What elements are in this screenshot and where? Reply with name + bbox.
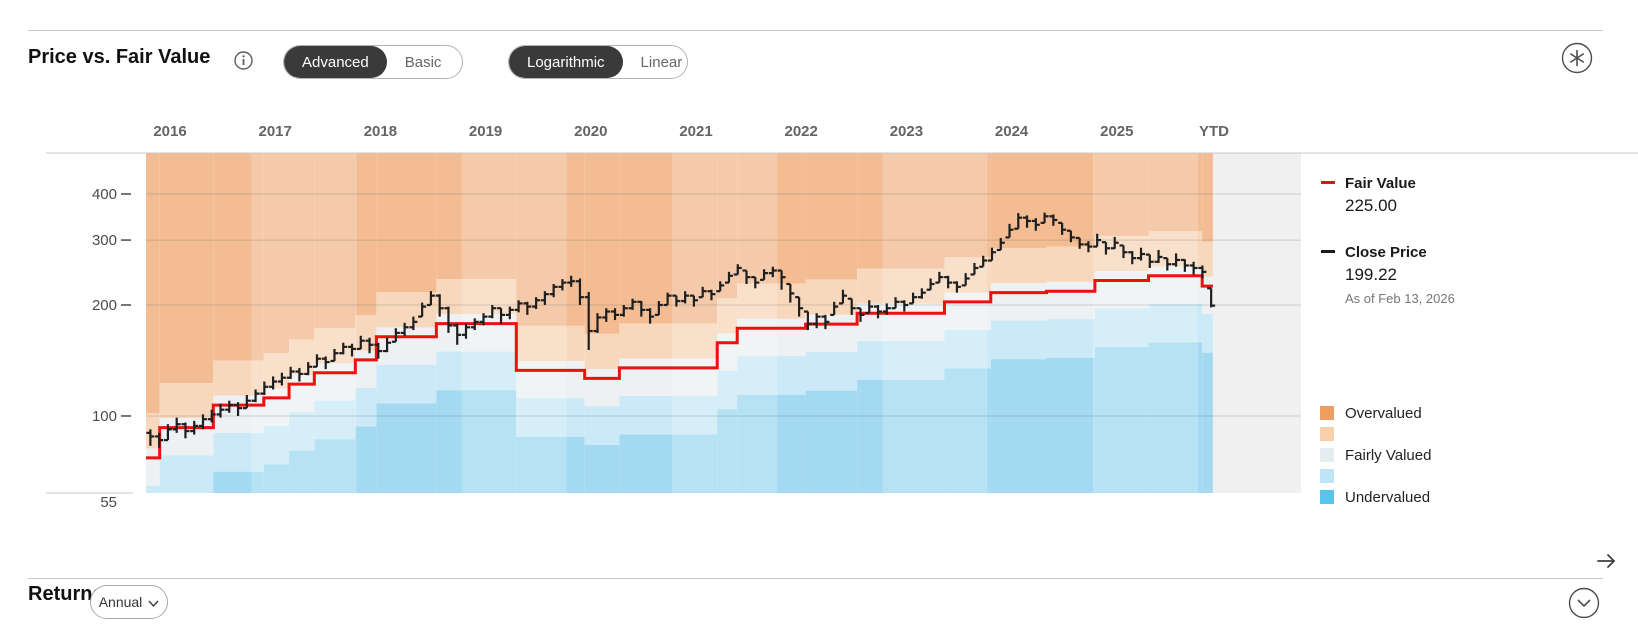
swatch-undervalued-dark [1320,490,1334,504]
swatch-undervalued-light [1320,469,1334,483]
chevron-down-icon [148,594,159,610]
annotate-icon[interactable] [1561,42,1593,79]
export-arrow-icon[interactable] [1596,552,1618,575]
close-price-bars [146,212,1216,448]
toggle-basic[interactable]: Basic [404,53,442,71]
y-tick-label: 100 [92,408,117,425]
info-icon[interactable] [234,51,253,70]
y-tick-label: 400 [92,186,117,203]
close-price-label: Close Price [1345,244,1427,261]
close-price-amount: 199.22 [1345,265,1397,284]
collapse-section-icon[interactable] [1568,587,1600,624]
returns-period-value: Annual [98,594,143,610]
undervalued-label: Undervalued [1345,489,1431,506]
valuation-bands [146,153,1213,493]
close-price-asof: As of Feb 13, 2026 [1345,291,1455,306]
x-year-label: 2024 [995,123,1029,140]
fair-value-amount: 225.00 [1345,196,1397,215]
x-year-label: 2022 [785,123,818,140]
x-year-label: 2023 [890,123,923,140]
returns-period-dropdown[interactable]: Annual [90,585,168,619]
swatch-overvalued-dark [1320,406,1334,420]
scale-toggle: Logarithmic Linear [508,45,688,79]
returns-title: Returns [28,583,104,605]
y-tick-label: 200 [92,297,117,314]
x-year-label: 2016 [153,123,186,140]
swatch-fairly-valued [1320,448,1334,462]
page-title: Price vs. Fair Value [28,46,211,68]
y-tick-label: 300 [92,232,117,249]
returns-divider [28,578,1603,579]
swatch-overvalued-light [1320,427,1334,441]
x-year-label: YTD [1199,123,1229,140]
fair-value-line [146,274,1213,460]
x-year-label: 2025 [1100,123,1133,140]
top-divider [28,30,1603,31]
x-year-label: 2021 [679,123,712,140]
y-bottom-label: 55 [100,494,117,511]
close-price-dash [1321,250,1335,253]
overvalued-label: Overvalued [1345,405,1422,422]
x-year-label: 2018 [364,123,397,140]
chart-mode-toggle: Advanced Basic [283,45,463,79]
x-year-label: 2019 [469,123,502,140]
price-vs-fair-value-chart: 400 300 200 100 55 2016 2017 2018 2019 2020 2021 20… [46,123,1638,511]
toggle-logarithmic[interactable]: Logarithmic [509,46,623,78]
toggle-advanced[interactable]: Advanced [284,46,387,78]
toggle-linear[interactable]: Linear [640,53,683,71]
price-vs-fair-value-page: { "header": { "title": "Price vs. Fair V… [28,30,1638,619]
fair-value-dash [1321,181,1335,184]
x-year-label: 2020 [574,123,607,140]
fair-value-label: Fair Value [1345,175,1416,192]
future-zone [1212,153,1301,493]
x-year-label: 2017 [259,123,292,140]
fairly-valued-label: Fairly Valued [1345,447,1432,464]
